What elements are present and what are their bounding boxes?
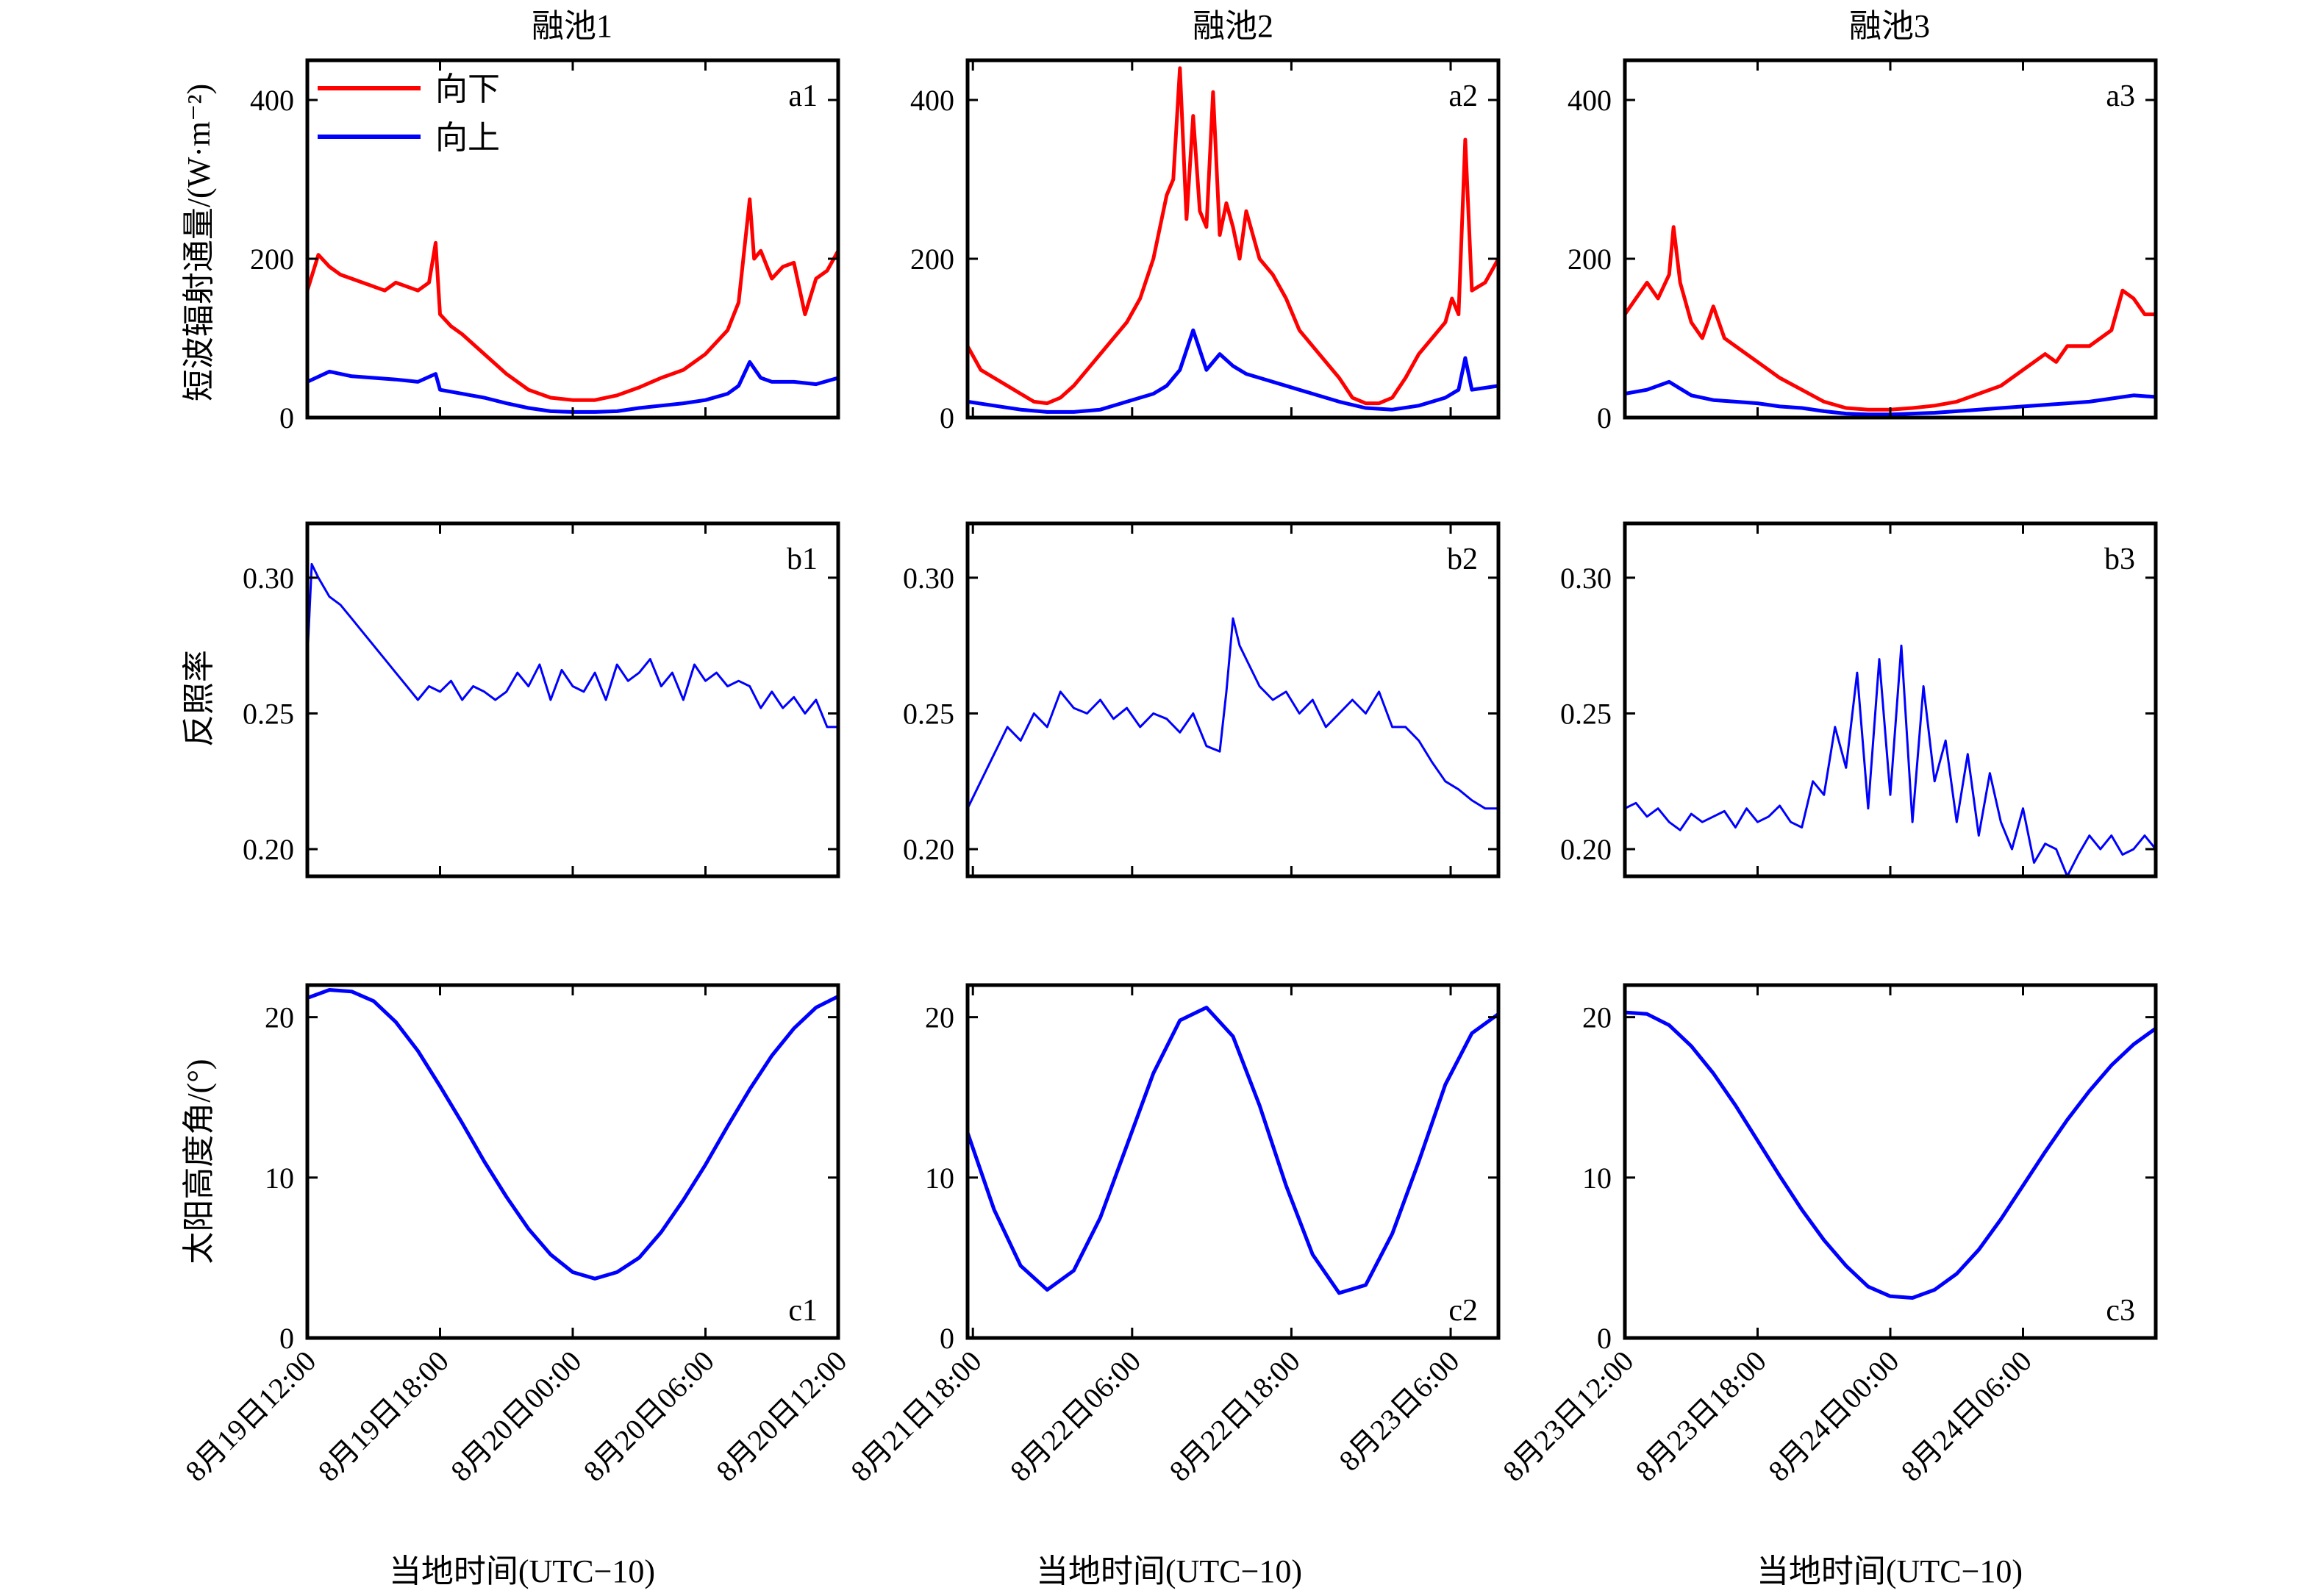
- axes-frame-a1: [305, 58, 840, 420]
- x-tick-label-c3-1: 8月23日18:00: [1629, 1345, 1773, 1488]
- axes-frame-b2: [965, 521, 1501, 878]
- y-tick-label-c3-1: 10: [1582, 1162, 1612, 1195]
- y-tick-label-b1-1: 0.25: [243, 697, 294, 730]
- y-tick-label-c1-0: 0: [279, 1322, 294, 1355]
- y-tick-label-a2-0: 0: [940, 401, 954, 434]
- y-tick-label-c2-0: 0: [940, 1322, 954, 1355]
- panel-a1: 0 200 400 a1: [250, 58, 840, 434]
- y-tick-label-a2-1: 200: [910, 243, 954, 276]
- x-tick-label-c2-0: 8月21日18:00: [844, 1345, 987, 1488]
- panel-label-b1: b1: [787, 543, 818, 576]
- series-line-c2-1: [968, 1006, 1498, 1295]
- series-line-a2-2: [968, 328, 1498, 414]
- x-tick-label-c1-4: 8月20日12:00: [710, 1345, 853, 1488]
- x-tick-label-c3-2: 8月24日00:00: [1762, 1345, 1905, 1488]
- axes-frame-a3: [1623, 58, 2158, 420]
- panel-label-c3: c3: [2106, 1294, 2135, 1328]
- y-tick-label-c2-1: 10: [925, 1162, 954, 1195]
- y-tick-label-a2-2: 400: [910, 84, 954, 117]
- y-tick-label-c2-2: 20: [925, 1001, 954, 1034]
- x-tick-label-c1-2: 8月20日00:00: [444, 1345, 587, 1488]
- y-tick-label-b3-2: 0.30: [1560, 562, 1612, 595]
- series-line-a1-1: [307, 197, 838, 402]
- panel-label-b2: b2: [1447, 543, 1478, 576]
- y-tick-label-b3-0: 0.20: [1560, 833, 1612, 866]
- legend-label-up: 向上: [435, 120, 500, 156]
- series-line-a2-1: [968, 66, 1498, 406]
- x-tick-label-c2-1: 8月22日06:00: [1004, 1345, 1147, 1488]
- panel-b3: 0.20 0.25 0.30 b3: [1560, 521, 2158, 878]
- column-title-1: 融池1: [532, 8, 612, 44]
- axes-frame-b1: [305, 521, 840, 878]
- x-tick-label-c2-3: 8月23日6:00: [1332, 1345, 1465, 1478]
- axes-frame-b3: [1623, 521, 2158, 878]
- series-line-a1-2: [307, 359, 838, 414]
- panel-label-c1: c1: [788, 1294, 818, 1328]
- series-line-b2-1: [968, 617, 1498, 810]
- legend-label-down: 向下: [435, 71, 500, 107]
- axes-frame-c2: [965, 983, 1501, 1340]
- panel-c1: 010208月19日12:008月19日18:008月20日00:008月20日…: [179, 983, 853, 1488]
- column-title-2: 融池2: [1193, 8, 1273, 44]
- y-tick-label-b1-2: 0.30: [243, 562, 294, 595]
- y-tick-label-a1-2: 400: [250, 84, 294, 117]
- ylabel-row-1: 短波辐射通量/(W·m⁻²): [181, 84, 217, 401]
- panel-label-a3: a3: [2106, 79, 2135, 113]
- y-tick-label-a3-1: 200: [1568, 243, 1612, 276]
- x-tick-label-c3-3: 8月24日06:00: [1895, 1345, 2038, 1488]
- y-tick-label-a3-2: 400: [1568, 84, 1612, 117]
- series-line-c3-1: [1625, 1010, 2156, 1300]
- x-tick-label-c1-0: 8月19日12:00: [179, 1345, 322, 1488]
- y-tick-label-b2-2: 0.30: [903, 562, 954, 595]
- x-tick-label-c1-3: 8月20日06:00: [577, 1345, 721, 1488]
- axes-frame-c1: [305, 983, 840, 1340]
- y-tick-label-b1-0: 0.20: [243, 833, 294, 866]
- y-tick-label-c3-2: 20: [1582, 1001, 1612, 1034]
- ylabel-row-3: 太阳高度角/(°): [181, 1059, 217, 1264]
- series-line-b3-1: [1625, 644, 2156, 876]
- y-tick-label-c3-0: 0: [1597, 1322, 1612, 1355]
- y-tick-label-c1-2: 20: [265, 1001, 294, 1034]
- panel-label-b3: b3: [2104, 543, 2135, 576]
- axes-frame-c3: [1623, 983, 2158, 1340]
- y-tick-label-b2-0: 0.20: [903, 833, 954, 866]
- panel-a3: 0 200 400 a3: [1568, 58, 2158, 434]
- y-tick-label-c1-1: 10: [265, 1162, 294, 1195]
- panel-c2: 0 10 20 8月21日18:00 8月22日06:00 8月22日18:00 8月23日…: [844, 983, 1501, 1488]
- y-tick-label-b3-1: 0.25: [1560, 697, 1612, 730]
- panel-label-c2: c2: [1448, 1294, 1478, 1328]
- xlabel-column-1: 当地时间(UTC−10): [389, 1553, 655, 1589]
- legend: 向下 向上: [318, 71, 500, 156]
- column-title-3: 融池3: [1849, 8, 1930, 44]
- panel-c3: 0 10 20 8月23日12:008月23日18:008月24日00:008月24日…: [1496, 983, 2158, 1488]
- panel-label-a1: a1: [788, 79, 818, 113]
- x-tick-label-c1-1: 8月19日18:00: [312, 1345, 455, 1488]
- series-line-c1-1: [307, 988, 838, 1281]
- y-tick-label-a3-0: 0: [1597, 401, 1612, 434]
- axes-frame-a2: [965, 58, 1501, 420]
- y-tick-label-a1-1: 200: [250, 243, 294, 276]
- series-line-b1-1: [307, 562, 838, 729]
- y-tick-label-a1-0: 0: [279, 401, 294, 434]
- panel-label-a2: a2: [1448, 79, 1478, 113]
- x-tick-label-c3-0: 8月23日12:00: [1496, 1345, 1640, 1488]
- panel-a2: 0 200 400 a2: [910, 58, 1501, 434]
- panel-b2: 0.20 0.25 0.30 b2: [903, 521, 1501, 878]
- xlabel-column-3: 当地时间(UTC−10): [1756, 1553, 2023, 1589]
- xlabel-column-2: 当地时间(UTC−10): [1036, 1553, 1302, 1589]
- panel-b1: 0.20 0.25 0.30 b1: [243, 521, 840, 878]
- ylabel-row-2: 反照率: [181, 650, 217, 747]
- x-tick-label-c2-2: 8月22日18:00: [1163, 1345, 1307, 1488]
- y-tick-label-b2-1: 0.25: [903, 697, 954, 730]
- series-line-a3-1: [1625, 225, 2156, 412]
